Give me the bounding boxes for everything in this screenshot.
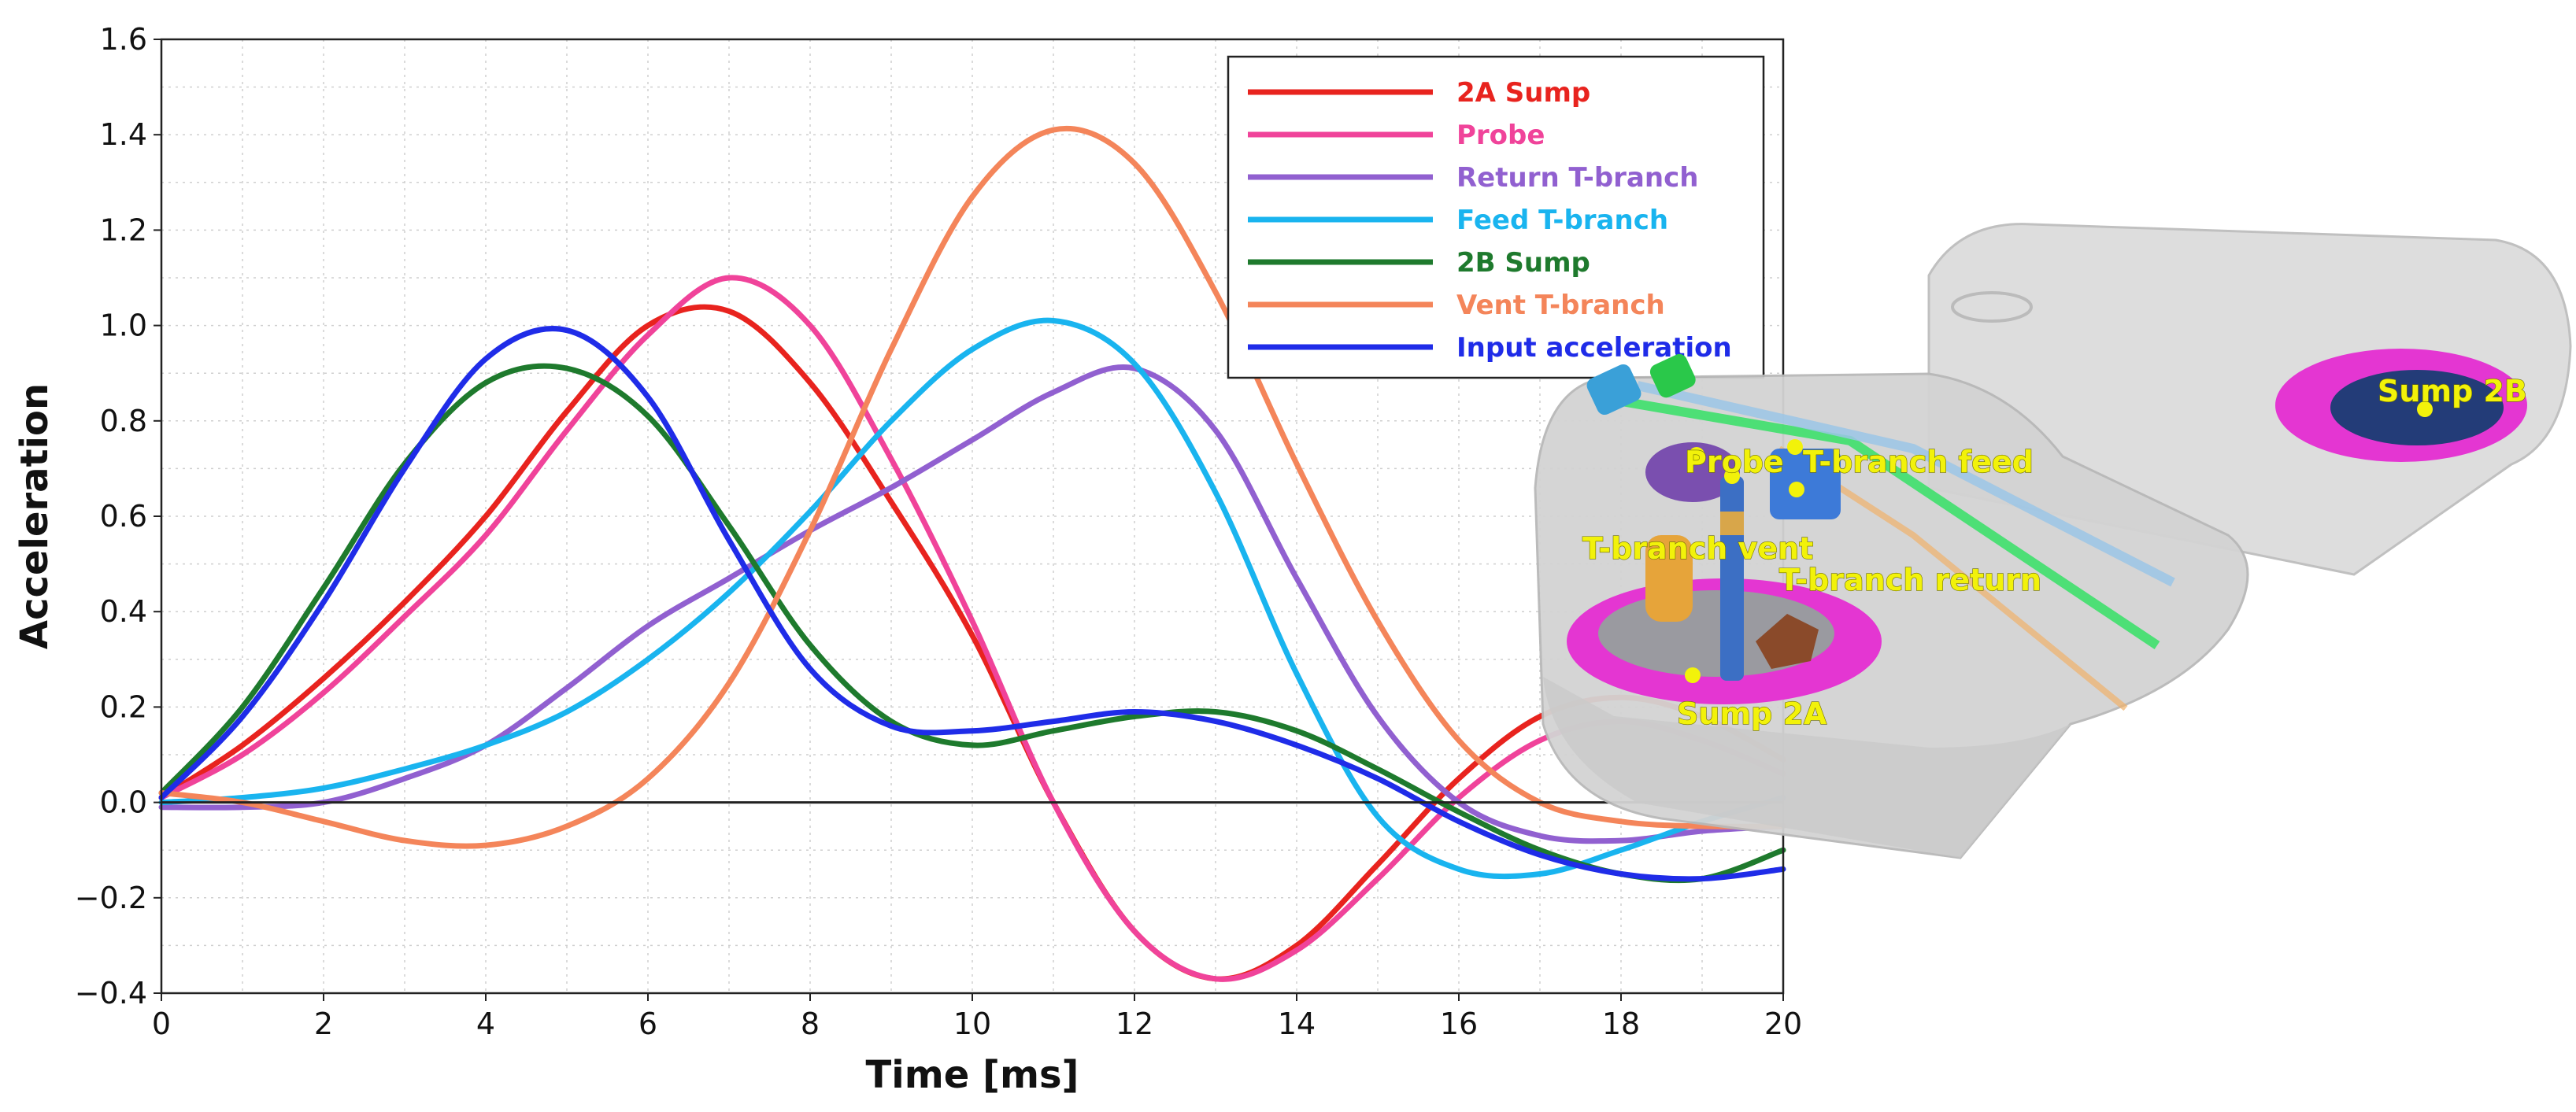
- probe-marker: [1724, 468, 1740, 484]
- legend-label-2b-sump: 2B Sump: [1456, 247, 1590, 279]
- series-line-probe: [158, 275, 1786, 982]
- y-tick-label: 0.2: [100, 689, 147, 724]
- feed-return-t-branch-block: [1770, 449, 1841, 519]
- tick-labels: 0 2 4 6 8 10 12 14 16 18 20 −0.4 −0.2 0.0 0.2 0.4 0.6 0.8…: [75, 22, 1802, 1041]
- x-tick-label: 6: [638, 1007, 657, 1041]
- vent-t-branch-marker: [1689, 447, 1704, 463]
- series-line-input-acceleration: [158, 326, 1786, 882]
- sump-2b-marker: [2417, 401, 2433, 417]
- sump-2a-elbow: [1756, 614, 1819, 669]
- x-tick-label: 10: [953, 1007, 991, 1041]
- legend: 2A Sump Probe Return T-branch Feed T-branch…: [1227, 55, 1765, 379]
- series-lines: [158, 125, 1786, 982]
- blue-pipe: [1636, 381, 2175, 587]
- y-tick-label: 1.2: [100, 212, 147, 247]
- label-t-branch-return: T-branch return: [1779, 563, 2041, 597]
- green-pipe: [1620, 397, 2160, 649]
- y-tick-label: 0.6: [100, 499, 147, 534]
- label-t-branch-feed: T-branch feed: [1803, 445, 2034, 479]
- series-line-vent-t-branch: [158, 125, 1786, 849]
- left-connector: [1586, 364, 1641, 416]
- y-axis-title: Acceleration: [13, 383, 57, 649]
- label-sump-2a: Sump 2A: [1677, 696, 1827, 731]
- series-line-2a-sump: [158, 304, 1786, 982]
- series-line-return-t-branch: [158, 364, 1786, 844]
- y-tick-label: 1.6: [100, 22, 147, 57]
- t-branch-feed-marker: [1787, 439, 1803, 455]
- x-tick-label: 14: [1278, 1007, 1316, 1041]
- y-tick-label: 0.8: [100, 404, 147, 438]
- legend-items: 2A Sump Probe Return T-branch Feed T-branch…: [1248, 77, 1732, 364]
- y-tick-label: −0.4: [75, 976, 147, 1010]
- green-connector: [1649, 353, 1696, 398]
- x-tick-label: 4: [476, 1007, 495, 1041]
- x-tick-label: 16: [1440, 1007, 1478, 1041]
- legend-label-2a-sump: 2A Sump: [1456, 77, 1590, 109]
- x-tick-label: 12: [1116, 1007, 1153, 1041]
- t-branch-return-marker: [1789, 482, 1804, 497]
- sump-2b-well: [2330, 370, 2504, 445]
- sump-2a-cylinder: [1645, 535, 1693, 622]
- tank-model-illustration: Sump 2B Probe T-branch feed T-branch ven…: [1534, 223, 2572, 859]
- legend-label-feed-t-branch: Feed T-branch: [1456, 205, 1668, 236]
- y-tick-label: −0.2: [75, 881, 147, 915]
- tank-front-face: [1543, 677, 2071, 858]
- x-tick-label: 0: [152, 1007, 171, 1041]
- y-tick-label: 1.4: [100, 117, 147, 152]
- x-tick-label: 8: [801, 1007, 820, 1041]
- x-tick-label: 18: [1602, 1007, 1640, 1041]
- acceleration-chart: 0 2 4 6 8 10 12 14 16 18 20 −0.4 −0.2 0.0 0.2 0.4 0.6 0.8…: [13, 22, 1802, 1097]
- legend-label-return-t-branch: Return T-branch: [1456, 162, 1698, 194]
- probe-band: [1720, 512, 1744, 535]
- legend-label-vent-t-branch: Vent T-branch: [1456, 290, 1665, 321]
- legend-label-probe: Probe: [1456, 120, 1545, 151]
- x-tick-label: 2: [314, 1007, 333, 1041]
- top-port-ring: [1951, 291, 2033, 323]
- y-tick-label: 1.0: [100, 308, 147, 343]
- label-sump-2b: Sump 2B: [2378, 374, 2527, 408]
- y-tick-label: 0.0: [100, 785, 147, 820]
- sump-2a-marker: [1685, 667, 1701, 683]
- x-axis-title: Time [ms]: [866, 1053, 1079, 1097]
- vent-t-branch-block: [1645, 442, 1740, 502]
- label-t-branch-vent: T-branch vent: [1582, 531, 1813, 566]
- x-tick-label: 20: [1764, 1007, 1802, 1041]
- probe-rod: [1720, 476, 1744, 681]
- series-line-feed-t-branch: [158, 317, 1786, 880]
- y-tick-label: 0.4: [100, 594, 147, 629]
- label-probe: Probe: [1685, 445, 1784, 479]
